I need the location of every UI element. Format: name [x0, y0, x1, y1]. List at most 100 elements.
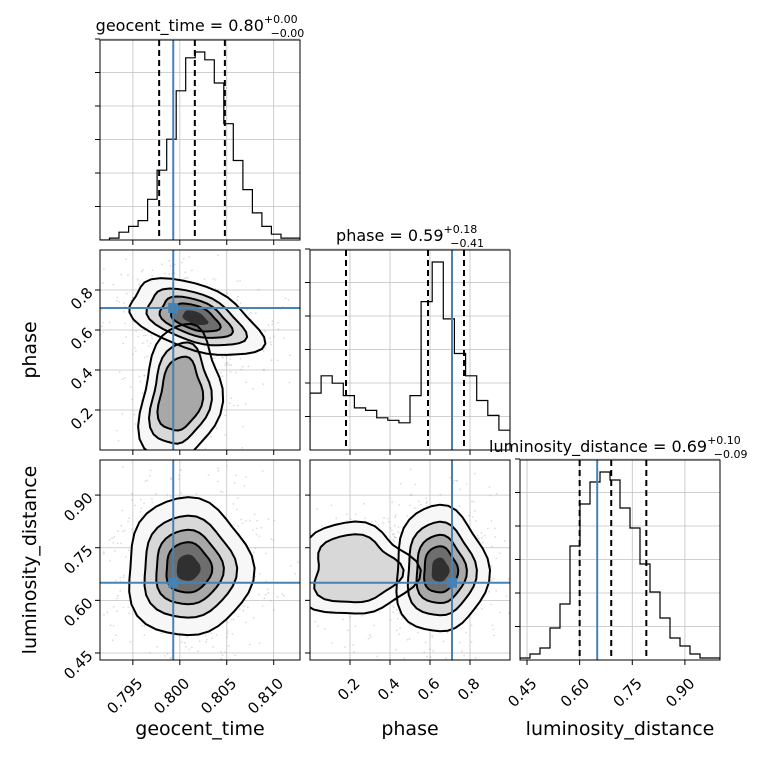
sample-point	[211, 637, 214, 640]
sample-point	[285, 538, 287, 540]
sample-point	[349, 616, 351, 618]
sample-point	[147, 345, 150, 347]
sample-point	[125, 292, 128, 295]
sample-point	[230, 364, 233, 366]
sample-point	[426, 500, 428, 503]
sample-point	[184, 271, 187, 274]
sample-point	[270, 359, 273, 362]
sample-point	[149, 652, 151, 654]
sample-point	[505, 595, 508, 598]
sample-point	[131, 528, 133, 531]
sample-point	[449, 476, 452, 479]
contour-line	[137, 322, 225, 450]
sample-point	[226, 636, 229, 639]
sample-point	[103, 268, 105, 270]
panel-frame	[99, 249, 301, 451]
sample-point	[398, 504, 401, 506]
sample-point	[124, 529, 126, 532]
sample-point	[131, 296, 134, 299]
sample-point	[186, 636, 189, 639]
sample-point	[217, 469, 220, 472]
sample-point	[129, 640, 132, 643]
sample-point	[239, 357, 242, 360]
sample-point	[191, 269, 193, 272]
sample-point	[250, 311, 252, 314]
sample-point	[256, 519, 258, 522]
histogram-geocent_time	[100, 40, 300, 240]
sample-point	[491, 624, 494, 627]
sample-point	[119, 576, 122, 579]
sample-point	[120, 542, 122, 545]
sample-point	[164, 451, 166, 453]
sample-point	[271, 320, 274, 323]
y-tick-label: 0.2	[67, 404, 97, 434]
sample-point	[267, 592, 270, 594]
sample-point	[282, 594, 285, 597]
sample-point	[473, 472, 476, 475]
sample-point	[108, 560, 111, 562]
contour-line	[395, 503, 492, 633]
sample-point	[108, 539, 111, 541]
contour-line	[147, 341, 213, 445]
sample-point	[156, 645, 158, 648]
sample-point	[261, 605, 264, 607]
sample-point	[83, 515, 85, 517]
y-tick-label: 0.4	[67, 364, 97, 394]
density-panel-1-0	[100, 254, 358, 519]
sample-point	[370, 520, 373, 523]
sample-point	[264, 347, 267, 350]
sample-point	[518, 518, 520, 520]
sample-point	[392, 532, 395, 535]
density-fill	[176, 554, 201, 581]
sample-point	[224, 651, 227, 653]
sample-point	[239, 302, 242, 304]
panel-title-geocent_time: geocent_time = 0.80+0.00 −0.00	[96, 13, 305, 40]
sample-point	[174, 263, 176, 266]
x-tick-label: 0.800	[150, 674, 193, 717]
sample-point	[221, 356, 224, 358]
sample-point	[382, 522, 385, 525]
sample-point	[475, 519, 477, 522]
sample-point	[347, 629, 349, 632]
sample-point	[233, 482, 236, 485]
sample-point	[488, 486, 491, 488]
sample-point	[253, 513, 256, 516]
contour-line	[165, 541, 214, 594]
sample-point	[306, 591, 308, 593]
sample-point	[131, 296, 134, 299]
sample-point	[221, 491, 224, 493]
sample-point	[264, 552, 267, 555]
sample-point	[449, 670, 451, 672]
sample-point	[458, 641, 461, 644]
x-tick-label: 0.810	[244, 674, 287, 717]
sample-point	[374, 520, 377, 523]
sample-point	[184, 452, 186, 454]
sample-point	[335, 517, 338, 520]
sample-point	[207, 474, 210, 476]
sample-point	[221, 654, 224, 657]
sample-point	[255, 527, 258, 530]
sample-point	[221, 375, 224, 377]
sample-point	[240, 368, 243, 371]
sample-point	[141, 342, 144, 345]
sample-point	[495, 557, 498, 560]
sample-point	[199, 462, 201, 464]
sample-point	[235, 474, 238, 477]
contour-line	[155, 528, 225, 606]
sample-point	[445, 681, 447, 683]
sample-point	[391, 533, 394, 536]
sample-point	[177, 488, 179, 490]
sample-point	[423, 651, 426, 654]
sample-point	[125, 258, 128, 261]
sample-point	[213, 481, 215, 483]
sample-point	[242, 425, 245, 428]
sample-point	[356, 385, 358, 387]
sample-point	[409, 468, 412, 471]
sample-point	[242, 609, 245, 612]
sample-point	[137, 517, 139, 519]
sample-point	[142, 269, 144, 271]
sample-point	[317, 625, 319, 628]
sample-point	[160, 632, 163, 634]
sample-point	[264, 330, 266, 333]
sample-point	[316, 508, 318, 510]
